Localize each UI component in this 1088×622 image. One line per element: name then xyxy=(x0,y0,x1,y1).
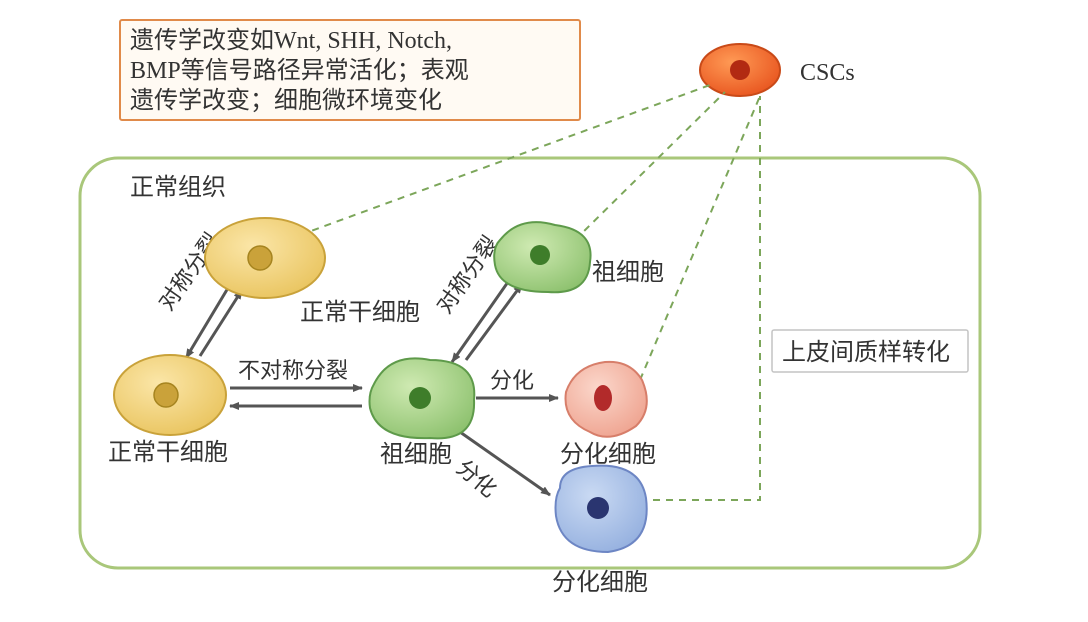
stem-cell-bottom xyxy=(114,355,226,435)
label-diff-blue: 分化细胞 xyxy=(552,569,648,596)
edge-diff1: 分化 xyxy=(490,368,534,393)
diff-cell-blue xyxy=(556,466,647,552)
genetics-line3: 遗传学改变；细胞微环境变化 xyxy=(130,87,442,114)
genetics-line1: 遗传学改变如Wnt, SHH, Notch, xyxy=(130,27,452,54)
label-prog-mid: 祖细胞 xyxy=(380,441,452,468)
label-prog-top: 祖细胞 xyxy=(592,259,664,286)
tissue-label: 正常组织 xyxy=(130,174,226,201)
label-stem-bottom: 正常干细胞 xyxy=(108,439,228,466)
diff-cell-pink xyxy=(566,362,647,437)
label-emt: 上皮间质样转化 xyxy=(782,339,950,366)
label-stem-top: 正常干细胞 xyxy=(300,299,420,326)
diagram-canvas: 遗传学改变如Wnt, SHH, Notch, BMP等信号路径异常活化；表观 遗… xyxy=(0,0,1088,622)
edge-asym: 不对称分裂 xyxy=(238,358,348,383)
genetics-line2: BMP等信号路径异常活化；表观 xyxy=(130,57,469,84)
progenitor-top xyxy=(494,222,590,292)
stem-cell-top xyxy=(205,218,325,298)
csc-label: CSCs xyxy=(800,60,855,86)
edge-diff2: 分化 xyxy=(452,455,502,502)
progenitor-mid xyxy=(370,358,475,438)
csc-cell xyxy=(700,44,780,96)
dashed-edges xyxy=(300,85,760,500)
label-diff-pink: 分化细胞 xyxy=(560,441,656,468)
